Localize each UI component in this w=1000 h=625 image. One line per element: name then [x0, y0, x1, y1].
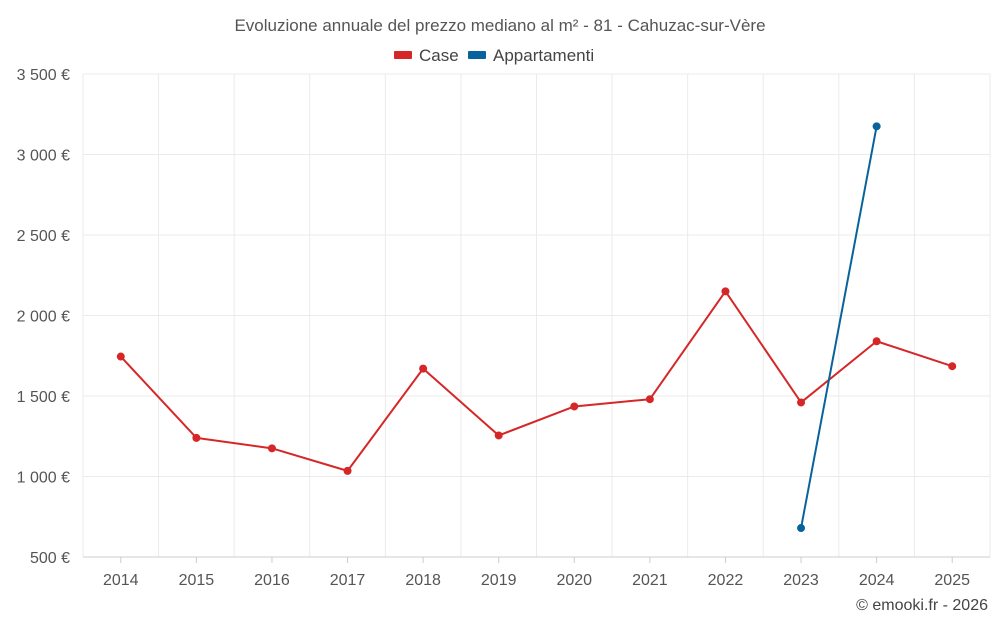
x-tick-label: 2023 [783, 572, 819, 589]
data-point-case[interactable] [872, 337, 881, 346]
legend-label-case: Case [419, 46, 459, 65]
legend-label-appartamenti: Appartamenti [493, 46, 594, 65]
legend-swatch-appartamenti [468, 51, 486, 59]
y-tick-label: 1 500 € [17, 389, 70, 406]
data-point-case[interactable] [721, 287, 730, 296]
credit-text: © emooki.fr - 2026 [856, 597, 988, 614]
series-line-appartamenti [800, 126, 878, 529]
data-point-case[interactable] [343, 466, 352, 475]
data-point-appartamenti[interactable] [797, 524, 806, 533]
x-tick-label: 2025 [934, 572, 970, 589]
y-tick-label: 2 500 € [17, 228, 70, 245]
legend: Case Appartamenti [394, 46, 594, 65]
data-point-case[interactable] [797, 398, 806, 407]
data-point-appartamenti[interactable] [872, 122, 881, 131]
data-point-case[interactable] [419, 364, 428, 373]
legend-swatch-case [394, 51, 412, 59]
y-tick-label: 3 000 € [17, 148, 70, 165]
data-point-case[interactable] [570, 402, 579, 411]
x-tick-label: 2021 [632, 572, 668, 589]
data-point-case[interactable] [494, 431, 503, 440]
x-tick-label: 2015 [179, 572, 215, 589]
series-line-case [120, 290, 953, 472]
data-point-case[interactable] [267, 444, 276, 453]
y-tick-label: 2 000 € [17, 309, 70, 326]
legend-item-case[interactable]: Case [394, 46, 459, 65]
axes: 500 € 1 000 € 1 500 € 2 000 € 2 500 € 3 000 €… [17, 67, 990, 589]
x-tick-label: 2017 [330, 572, 366, 589]
y-tick-label: 1 000 € [17, 470, 70, 487]
data-point-case[interactable] [645, 395, 654, 404]
x-tick-label: 2020 [556, 572, 592, 589]
data-point-case[interactable] [192, 433, 201, 442]
chart-title: Evoluzione annuale del prezzo mediano al… [234, 16, 765, 35]
x-tick-label: 2024 [859, 572, 895, 589]
x-tick-label: 2016 [254, 572, 290, 589]
series [116, 122, 957, 533]
grid [82, 73, 991, 558]
x-tick-label: 2022 [708, 572, 744, 589]
x-tick-label: 2014 [103, 572, 139, 589]
data-point-case[interactable] [948, 362, 957, 371]
y-tick-label: 3 500 € [17, 67, 70, 84]
legend-item-appartamenti[interactable]: Appartamenti [468, 46, 594, 65]
y-tick-label: 500 € [30, 550, 70, 567]
data-point-case[interactable] [116, 352, 125, 361]
x-tick-label: 2019 [481, 572, 517, 589]
x-tick-label: 2018 [405, 572, 441, 589]
